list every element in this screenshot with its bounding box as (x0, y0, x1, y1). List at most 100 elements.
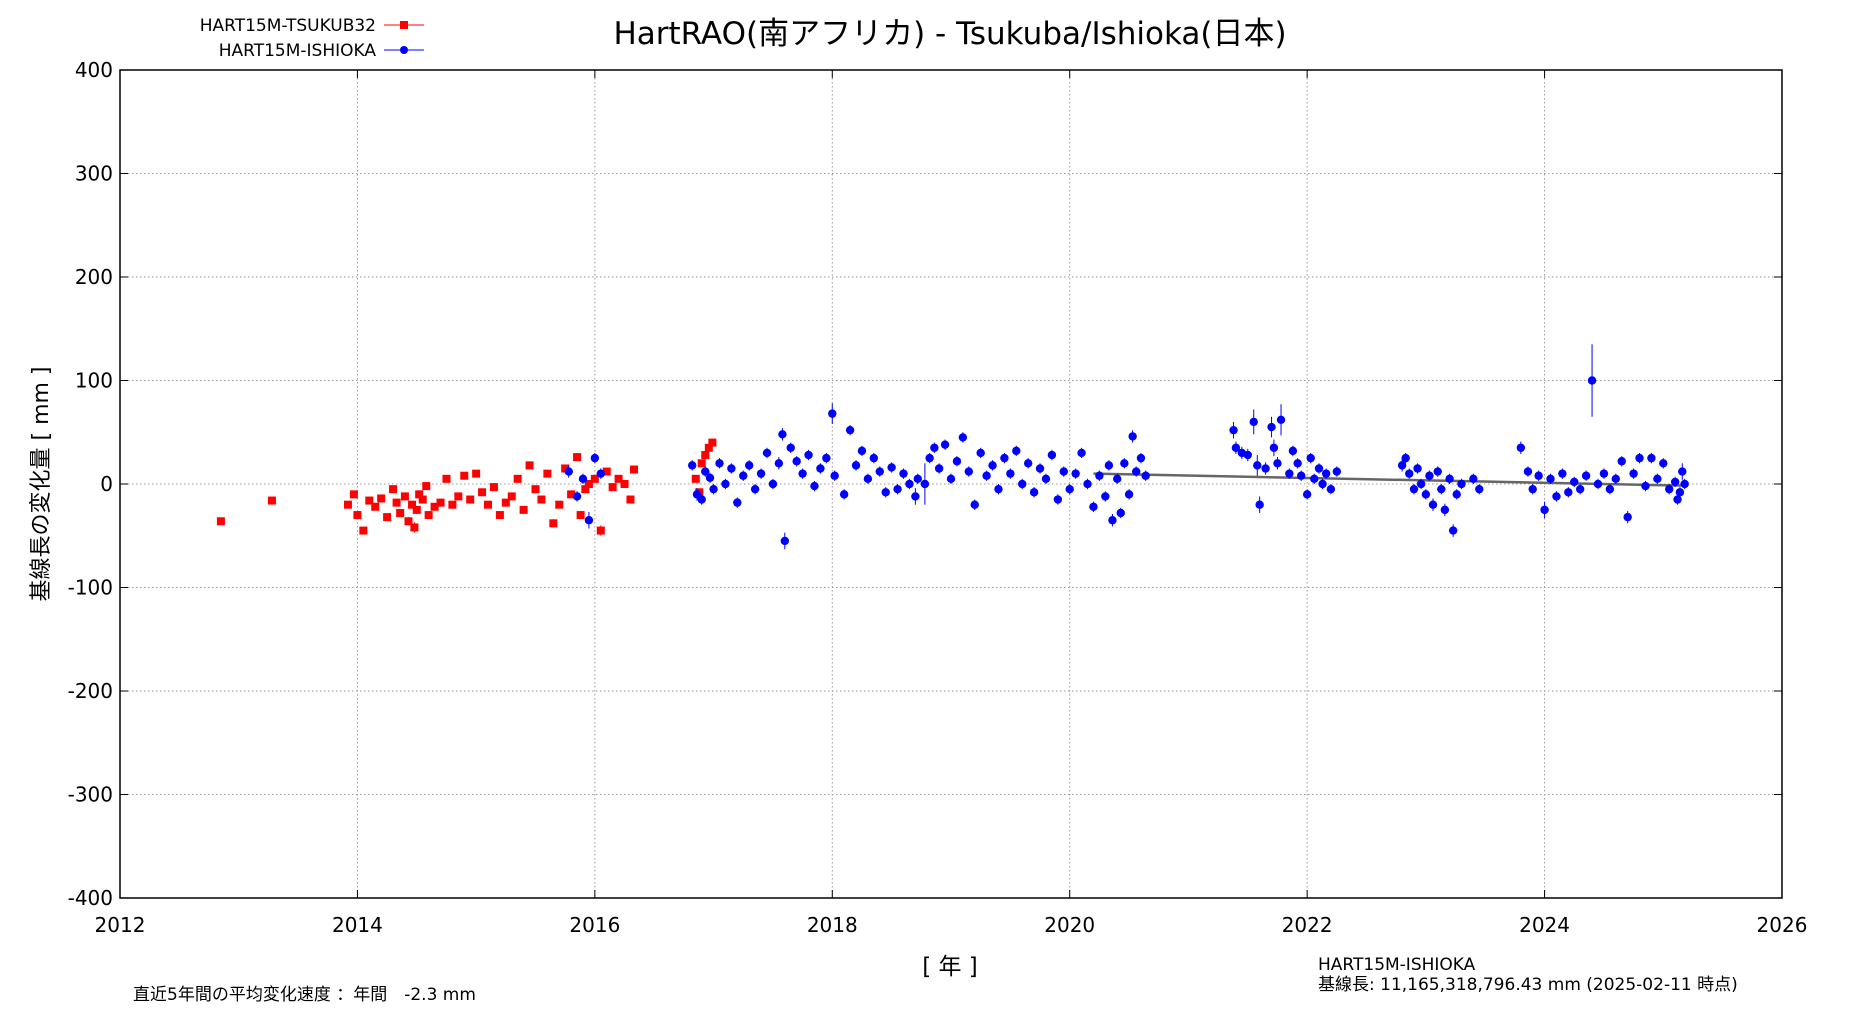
data-point (1647, 453, 1656, 463)
data-point (1285, 469, 1294, 478)
data-point (994, 484, 1003, 494)
data-point (1528, 484, 1537, 494)
data-point (792, 457, 801, 466)
data-point (400, 492, 409, 501)
data-point (472, 469, 481, 478)
legend: HART15M-TSUKUB32 HART15M-ISHIOKA (200, 16, 424, 61)
data-point (715, 459, 724, 468)
data-point (531, 485, 540, 494)
data-point (1680, 479, 1689, 489)
data-point (905, 479, 914, 489)
data-point (1124, 490, 1134, 499)
data-point (1641, 481, 1650, 491)
data-point (1302, 490, 1312, 499)
data-point (1425, 471, 1434, 480)
x-tick-label: 2022 (1282, 913, 1333, 937)
data-point (578, 474, 588, 484)
data-point (478, 488, 487, 497)
data-point (911, 492, 920, 501)
x-tick-label: 2026 (1757, 913, 1808, 937)
data-point (778, 430, 787, 439)
data-point (750, 484, 760, 494)
data-point (1120, 459, 1129, 468)
x-tick-label: 2018 (807, 913, 858, 937)
data-point (1445, 474, 1454, 484)
data-point (343, 500, 352, 509)
data-point (1243, 450, 1252, 460)
data-point (1665, 484, 1674, 494)
data-point (988, 461, 997, 470)
trend-line (1093, 472, 1682, 487)
data-point (1675, 488, 1685, 497)
data-point (584, 516, 594, 525)
data-point (1540, 505, 1549, 515)
data-point (816, 464, 825, 473)
series-hart15m-tsukub32 (216, 438, 717, 536)
data-point (1433, 467, 1442, 476)
y-tick-label: 100 (75, 369, 113, 393)
data-point (543, 469, 552, 478)
data-point (1077, 448, 1086, 458)
data-point (454, 492, 463, 501)
data-point (774, 459, 784, 468)
annotation-station: HART15M-ISHIOKA (1318, 955, 1476, 975)
data-point (422, 482, 431, 491)
data-point (1261, 464, 1270, 473)
data-point (377, 494, 386, 503)
data-point (353, 511, 362, 520)
x-tick-label: 2016 (569, 913, 620, 937)
data-point (1593, 479, 1603, 489)
data-point (1128, 432, 1137, 441)
data-point (701, 467, 710, 476)
data-point (704, 443, 713, 452)
data-point (1629, 469, 1638, 478)
data-point (1635, 453, 1644, 463)
data-point (1437, 484, 1446, 494)
data-point (780, 536, 789, 546)
data-point (1673, 495, 1682, 504)
data-point (436, 498, 445, 507)
data-point (1611, 474, 1621, 484)
data-point (630, 465, 639, 474)
data-point (365, 496, 374, 505)
data-point (1401, 453, 1410, 463)
data-point (744, 461, 754, 470)
data-point (762, 448, 772, 458)
data-point (804, 450, 813, 460)
data-point (1617, 457, 1626, 466)
data-point (1249, 417, 1258, 427)
data-point (1405, 469, 1414, 478)
data-point (1041, 474, 1051, 484)
data-point (1267, 422, 1276, 432)
data-point (1409, 484, 1419, 494)
y-tick-label: -400 (68, 886, 113, 910)
data-point (964, 467, 974, 476)
data-point (555, 500, 564, 509)
data-point (946, 474, 956, 484)
data-point (442, 474, 451, 483)
data-point (1059, 467, 1068, 476)
data-point (940, 440, 950, 449)
data-point (1516, 443, 1526, 452)
data-point (982, 471, 991, 480)
data-point (1457, 479, 1466, 489)
data-point (1255, 500, 1264, 509)
data-point (857, 446, 867, 456)
data-point (709, 484, 718, 494)
data-point (590, 474, 599, 483)
legend-marker-tsukub32 (400, 21, 408, 29)
data-point (839, 490, 849, 499)
data-point (934, 464, 944, 473)
data-point (830, 471, 839, 480)
x-tick-label: 2012 (95, 913, 146, 937)
data-point (1332, 467, 1342, 476)
data-point (519, 505, 528, 514)
data-point (1581, 471, 1591, 480)
data-point (1131, 467, 1141, 476)
data-point (1071, 469, 1080, 478)
data-point (626, 495, 635, 504)
data-point (466, 495, 475, 504)
data-point (383, 513, 392, 522)
data-point (828, 409, 837, 418)
data-point (1448, 526, 1458, 535)
